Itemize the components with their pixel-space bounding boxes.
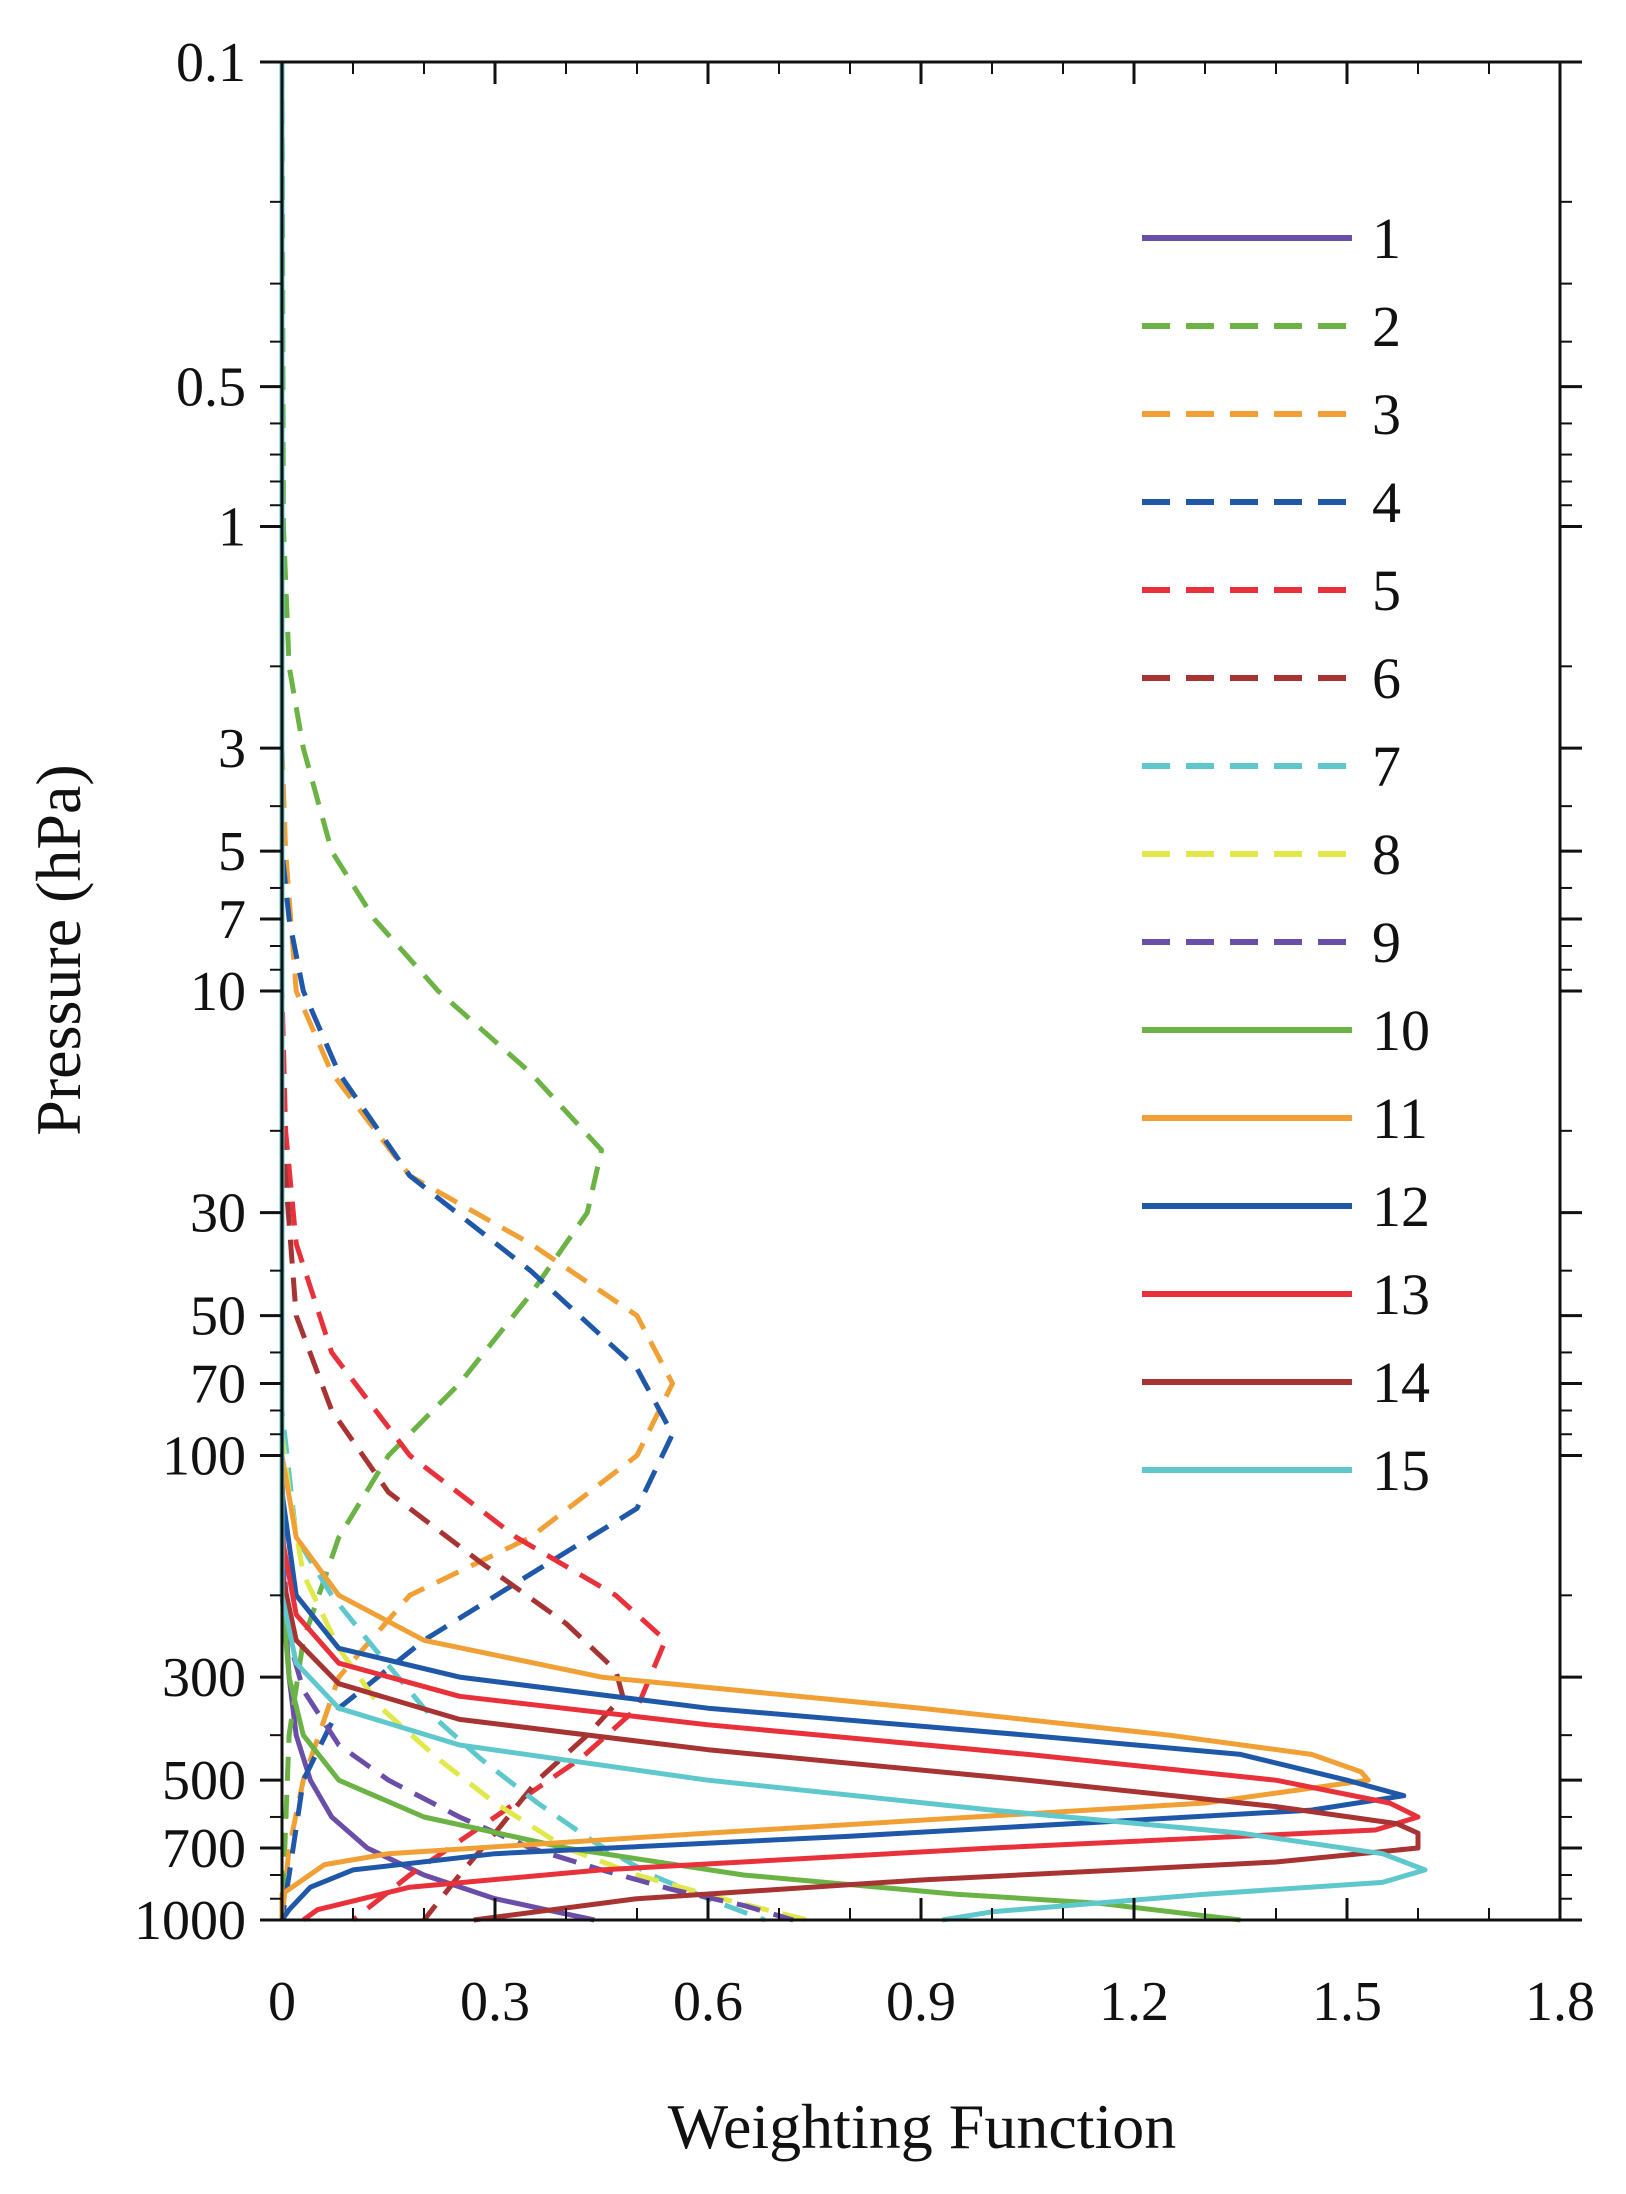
- series-line-12: [279, 62, 1407, 1922]
- legend-label-10: 10: [1372, 998, 1430, 1063]
- legend-label-1: 1: [1372, 206, 1401, 271]
- legend-label-12: 12: [1372, 1174, 1430, 1239]
- legend-label-11: 11: [1372, 1086, 1428, 1151]
- y-tick-label: 7: [218, 889, 246, 951]
- legend-label-15: 15: [1372, 1438, 1430, 1503]
- y-tick-label: 5: [218, 821, 246, 883]
- series-line-5: [279, 62, 668, 1922]
- series-line-6: [279, 62, 626, 1922]
- x-tick-label: 1.8: [1525, 1971, 1595, 2033]
- y-tick-label: 30: [190, 1183, 246, 1245]
- y-tick-label: 70: [190, 1354, 246, 1416]
- y-tick-label: 300: [162, 1647, 246, 1709]
- legend-label-9: 9: [1372, 910, 1401, 975]
- legend-label-6: 6: [1372, 646, 1401, 711]
- legend-label-13: 13: [1372, 1262, 1430, 1327]
- legend-label-4: 4: [1372, 470, 1401, 535]
- x-tick-label: 1.5: [1312, 1971, 1382, 2033]
- series-line-15: [279, 62, 1428, 1923]
- y-tick-label: 1: [218, 497, 246, 559]
- series-line-13: [279, 62, 1421, 1923]
- series-line-4: [279, 62, 675, 1921]
- y-tick-label: 100: [162, 1426, 246, 1488]
- y-tick-label: 3: [218, 718, 246, 780]
- x-tick-label: 0.3: [460, 1971, 530, 2033]
- legend-label-2: 2: [1372, 294, 1401, 359]
- y-tick-label: 10: [190, 961, 246, 1023]
- y-tick-label: 1000: [134, 1890, 246, 1952]
- series-line-11: [279, 62, 1371, 1920]
- x-tick-label: 0.6: [673, 1971, 743, 2033]
- legend-label-8: 8: [1372, 822, 1401, 887]
- series-line-14: [279, 62, 1421, 1923]
- y-tick-label: 0.1: [176, 32, 246, 94]
- y-tick-label: 0.5: [176, 357, 246, 419]
- legend-label-5: 5: [1372, 558, 1401, 623]
- x-tick-label: 0: [268, 1971, 296, 2033]
- y-tick-label: 500: [162, 1750, 246, 1812]
- x-tick-label: 0.9: [886, 1971, 956, 2033]
- x-axis-title: Weighting Function: [668, 2091, 1177, 2162]
- series-layer: [279, 61, 1428, 1923]
- series-line-10: [279, 62, 1241, 1923]
- legend-label-14: 14: [1372, 1350, 1430, 1415]
- x-tick-label: 1.2: [1099, 1971, 1169, 2033]
- y-tick-label: 50: [190, 1286, 246, 1348]
- series-line-2: [279, 61, 604, 1921]
- y-tick-label: 700: [162, 1818, 246, 1880]
- axis-layer: 0 0.3 0.6 0.9 1.2 1.5 1.80.10.5135710305070100…: [134, 32, 1595, 2033]
- y-axis-title: Pressure (hPa): [23, 764, 94, 1135]
- legend-label-7: 7: [1372, 734, 1401, 799]
- legend-label-3: 3: [1372, 382, 1401, 447]
